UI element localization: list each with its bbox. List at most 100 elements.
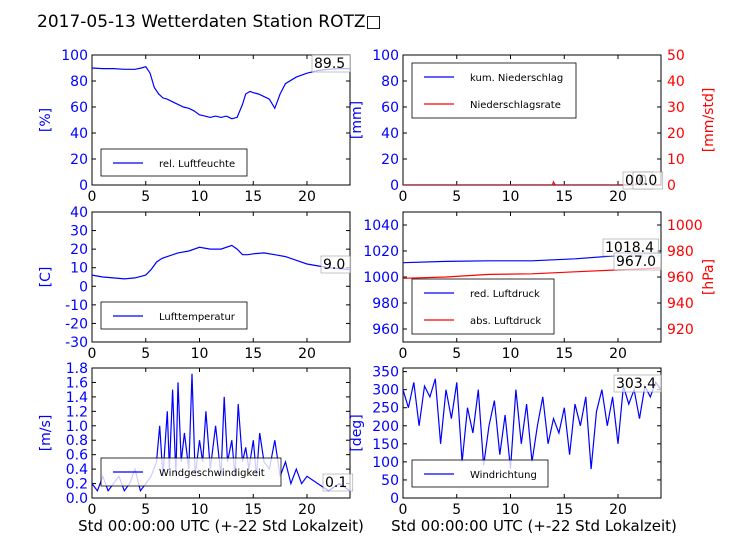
x-tick-label: 10 xyxy=(191,189,209,205)
x-tick-label: 5 xyxy=(452,189,461,205)
y-tick-label: 0.2 xyxy=(66,477,88,493)
y-tick-label: 0 xyxy=(390,178,399,194)
x-tick-label: 0 xyxy=(399,502,408,518)
y-tick-label: 0 xyxy=(390,491,399,507)
x-tick-label: 15 xyxy=(244,502,262,518)
x-tick-label: 0 xyxy=(399,346,408,362)
x-tick-label: 0 xyxy=(399,189,408,205)
y-tick-label: 1000 xyxy=(363,270,399,286)
y2-tick-label: 0 xyxy=(667,178,676,194)
annotation-value: 303.4 xyxy=(616,376,656,392)
y-tick-label: 20 xyxy=(70,152,88,168)
x-tick-label: 20 xyxy=(609,346,627,362)
annotation-box xyxy=(320,255,352,274)
legend-label: red. Luftdruck xyxy=(470,289,540,300)
x-axis-label-left: Std 00:00:00 UTC (+-22 Std Lokalzeit) xyxy=(78,517,364,535)
y-tick-label: 60 xyxy=(381,100,399,116)
legend-windspeed: Windgeschwindigkeit xyxy=(100,457,282,487)
y-tick-label: 960 xyxy=(372,322,399,338)
y-axis-label: [m/s] xyxy=(38,415,54,452)
annotation-box xyxy=(632,171,664,190)
legend-label: Niederschlagsrate xyxy=(470,100,561,111)
y-tick-label: 300 xyxy=(372,383,399,399)
panel-precip: 0 5 10 15 20 0 20 40 60 80 100 [mm] 0 10 20 30 40 50 [mm/s… xyxy=(349,48,717,205)
y-tick-label: 0.8 xyxy=(66,433,88,449)
y2-tick-label: 10 xyxy=(667,152,685,168)
legend-humidity: rel. Luftfeuchte xyxy=(100,148,248,177)
y2-tick-label: 960 xyxy=(667,270,694,286)
legend-label: kum. Niederschlag xyxy=(470,73,563,84)
y-axis-label: [C] xyxy=(38,267,54,288)
y-tick-label: 100 xyxy=(372,48,399,64)
annotation-value: 0.0 xyxy=(635,173,657,189)
panel-windspeed: 0 5 10 15 20 0.00.20.40.60.81.01.21.41.61.8 [m… xyxy=(38,361,354,518)
y-tick-label: 0.6 xyxy=(66,448,88,464)
x-tick-label: 10 xyxy=(191,346,209,362)
legend-label: Windgeschwindigkeit xyxy=(159,468,265,479)
y2-tick-label: 40 xyxy=(667,74,685,90)
series-line-humidity-0 xyxy=(92,65,350,120)
y-tick-label: 50 xyxy=(381,473,399,489)
y-tick-label: 20 xyxy=(381,152,399,168)
y-tick-label: 80 xyxy=(381,74,399,90)
x-tick-label: 0 xyxy=(88,346,97,362)
y-tick-label: 0.0 xyxy=(66,491,88,507)
annotation-value: 9.0 xyxy=(323,257,345,273)
y-tick-label: -30 xyxy=(65,335,88,351)
y-tick-label: 1.8 xyxy=(66,361,88,377)
y2-tick-label: 50 xyxy=(667,48,685,64)
y-tick-label: 40 xyxy=(381,126,399,142)
series-line-temperature-0 xyxy=(92,244,350,280)
legend-label: abs. Luftdruck xyxy=(470,316,541,327)
y-tick-label: 0 xyxy=(79,279,88,295)
y-tick-label: 40 xyxy=(70,126,88,142)
y-tick-label: 30 xyxy=(70,224,88,240)
x-tick-label: 10 xyxy=(502,502,520,518)
x-tick-label: 15 xyxy=(555,346,573,362)
x-tick-label: 5 xyxy=(141,346,150,362)
x-tick-label: 20 xyxy=(298,189,316,205)
x-tick-label: 15 xyxy=(244,346,262,362)
x-tick-label: 5 xyxy=(141,189,150,205)
y-tick-label: 150 xyxy=(372,437,399,453)
annotation-box xyxy=(322,473,354,492)
y-tick-label: 200 xyxy=(372,419,399,435)
y2-axis-label: [hPa] xyxy=(701,259,717,295)
panel-winddir: 0 5 10 15 20050100150200250300350[deg]Windri… xyxy=(349,365,662,518)
legend-label: Lufttemperatur xyxy=(159,312,236,323)
y-tick-label: 10 xyxy=(70,261,88,277)
y-tick-label: 0.4 xyxy=(66,462,88,478)
x-tick-label: 5 xyxy=(452,346,461,362)
x-tick-label: 10 xyxy=(502,346,520,362)
x-tick-label: 20 xyxy=(298,346,316,362)
x-axis-label-right: Std 00:00:00 UTC (+-22 Std Lokalzeit) xyxy=(391,517,677,535)
x-tick-label: 15 xyxy=(555,189,573,205)
x-tick-label: 20 xyxy=(609,502,627,518)
x-tick-label: 10 xyxy=(191,502,209,518)
legend-box xyxy=(411,278,555,335)
y-tick-label: -10 xyxy=(65,298,88,314)
legend-box xyxy=(100,148,248,177)
y-tick-label: 0 xyxy=(79,178,88,194)
y-axis-label: [mm] xyxy=(349,101,365,139)
panel-humidity: 0 5 10 15 20 0 20 40 60 80 100 [%] rel. Luftfeuchte 8… xyxy=(38,48,351,205)
x-tick-label: 15 xyxy=(555,502,573,518)
annotation-value: 967.0 xyxy=(616,254,656,270)
legend-winddir: Windrichtung xyxy=(411,459,549,488)
y2-axis-label: [mm/std] xyxy=(701,88,717,153)
y-tick-label: 40 xyxy=(70,205,88,221)
y-tick-label: 1.0 xyxy=(66,419,88,435)
x-tick-label: 5 xyxy=(141,502,150,518)
y-axis-label: [%] xyxy=(38,108,54,132)
y-tick-label: 980 xyxy=(372,296,399,312)
y-tick-label: 350 xyxy=(372,365,399,381)
series-line-precip-1 xyxy=(403,180,661,185)
y-tick-label: 20 xyxy=(70,242,88,258)
y2-tick-label: 20 xyxy=(667,126,685,142)
x-tick-label: 10 xyxy=(502,189,520,205)
legend-pressure: red. Luftdruck abs. Luftdruck xyxy=(411,278,555,335)
y-tick-label: 60 xyxy=(70,100,88,116)
x-tick-label: 20 xyxy=(298,502,316,518)
y2-tick-label: 940 xyxy=(667,296,694,312)
